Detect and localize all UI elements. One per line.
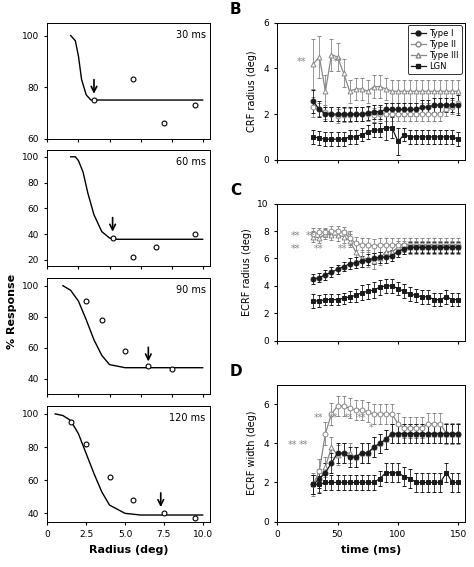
Y-axis label: CRF radius (deg): CRF radius (deg) <box>247 50 257 132</box>
Text: B: B <box>230 2 242 17</box>
Text: **: ** <box>328 413 338 423</box>
Text: **: ** <box>344 413 353 423</box>
Text: **: ** <box>313 413 323 423</box>
Text: **: ** <box>299 441 308 450</box>
Y-axis label: ECRF width (deg): ECRF width (deg) <box>247 411 257 496</box>
Text: C: C <box>230 183 241 198</box>
Text: **: ** <box>291 244 301 255</box>
Text: **: ** <box>287 441 297 450</box>
Text: **: ** <box>332 57 342 66</box>
Text: D: D <box>229 364 242 379</box>
Text: *: * <box>368 422 373 433</box>
Text: **: ** <box>291 231 301 240</box>
Text: **: ** <box>356 413 366 423</box>
Text: **: ** <box>297 57 306 66</box>
Text: **: ** <box>338 244 347 255</box>
Text: 30 ms: 30 ms <box>175 29 206 40</box>
Text: **: ** <box>313 244 323 255</box>
Text: *: * <box>346 231 351 240</box>
X-axis label: time (ms): time (ms) <box>341 544 401 555</box>
Text: 120 ms: 120 ms <box>169 413 206 422</box>
X-axis label: Radius (deg): Radius (deg) <box>89 544 169 555</box>
Text: 90 ms: 90 ms <box>175 285 206 295</box>
Text: **: ** <box>306 231 316 240</box>
Text: % Response: % Response <box>7 274 17 349</box>
Text: *: * <box>327 231 332 240</box>
Legend: Type I, Type II, Type III, LGN: Type I, Type II, Type III, LGN <box>408 25 462 74</box>
Y-axis label: ECRF radius (deg): ECRF radius (deg) <box>242 229 252 316</box>
Text: 60 ms: 60 ms <box>175 157 206 167</box>
